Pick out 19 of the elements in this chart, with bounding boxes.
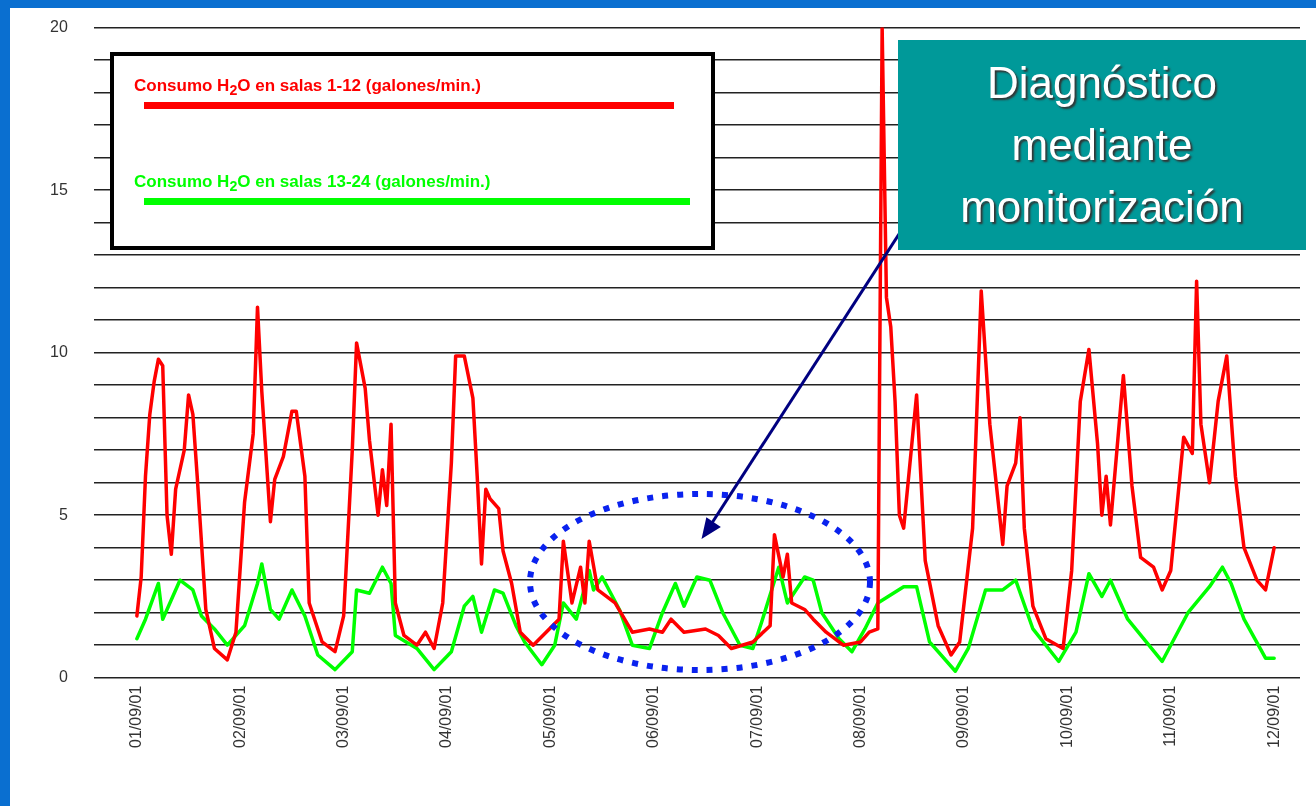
annotation: Diagnóstico mediante monitorización <box>898 40 1306 250</box>
y-tick-label: 20 <box>50 18 68 36</box>
x-tick-label: 10/09/01 <box>1057 685 1075 748</box>
y-tick-label: 15 <box>50 180 68 198</box>
y-tick-label: 0 <box>58 668 68 686</box>
x-tick-label: 12/09/01 <box>1264 685 1282 748</box>
x-tick-label: 03/09/01 <box>334 685 352 748</box>
y-tick-label: 5 <box>58 505 68 523</box>
y-tick-label: 10 <box>50 343 68 361</box>
x-tick-label: 05/09/01 <box>540 685 558 748</box>
x-tick-label: 01/09/01 <box>127 685 145 748</box>
legend: Consumo H$_{2}$O en salas 1-12 (galones/min.) Consumo H$_{2}$O en salas 13-24 (galones/min.) <box>110 52 715 250</box>
x-tick-label: 04/09/01 <box>437 685 455 748</box>
x-tick-label: 11/09/01 <box>1161 685 1179 747</box>
x-tick-label: 09/09/01 <box>954 685 972 748</box>
x-tick-label: 06/09/01 <box>644 685 662 748</box>
x-tick-label: 07/09/01 <box>747 685 765 748</box>
x-tick-label: 02/09/01 <box>230 685 248 748</box>
x-tick-label: 08/09/01 <box>851 685 868 748</box>
